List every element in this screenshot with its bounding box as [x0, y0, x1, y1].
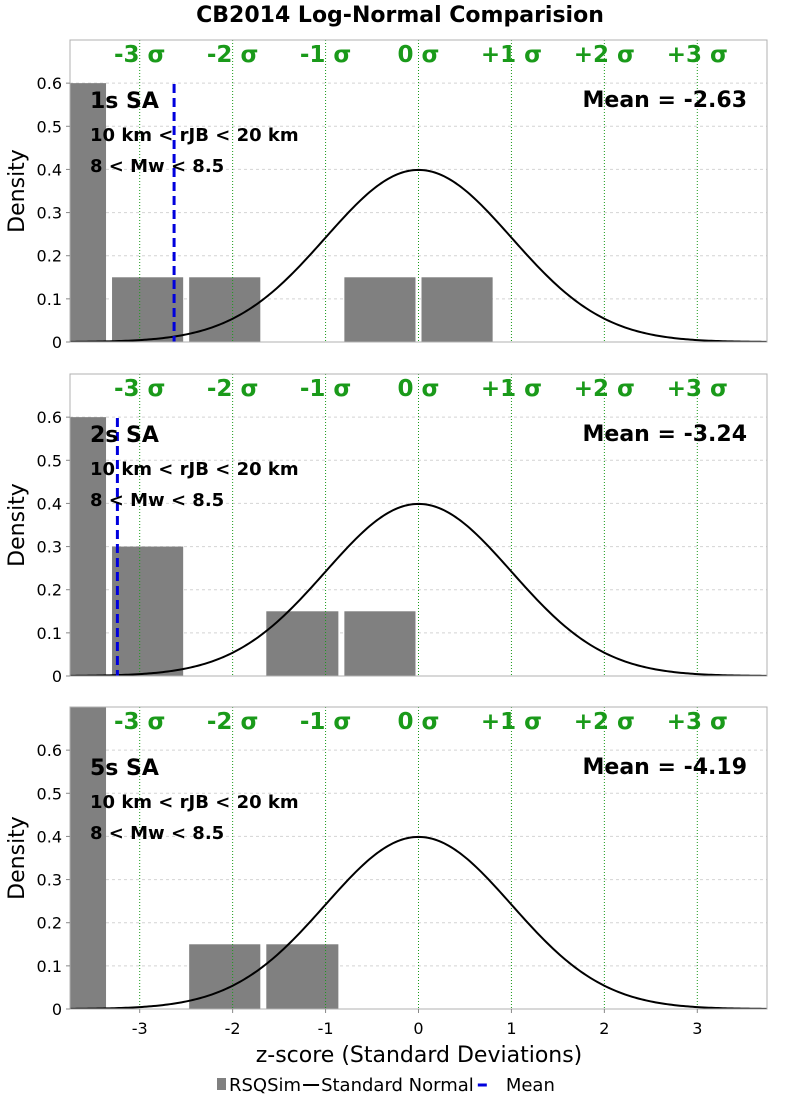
y-tick-label: 0.6: [37, 741, 62, 760]
y-axis-label: Density: [5, 149, 30, 233]
x-tick-label: 3: [692, 1019, 702, 1038]
x-tick-label: -3: [132, 1019, 148, 1038]
y-tick-label: 0.2: [37, 914, 62, 933]
legend-label: Mean: [506, 1075, 555, 1096]
legend-item-standard-normal: Standard Normal: [303, 1075, 474, 1096]
y-tick-label: 0.1: [37, 957, 62, 976]
y-tick-label: 0.3: [37, 871, 62, 890]
sigma-label: +2 σ: [574, 709, 635, 735]
y-tick-label: 0.5: [37, 117, 62, 136]
sigma-label: -2 σ: [207, 42, 258, 68]
legend: RSQSim Standard Normal Mean: [217, 1075, 555, 1096]
y-tick-label: 0.1: [37, 624, 62, 643]
y-tick-label: 0.6: [37, 408, 62, 427]
standard-normal-curve: [70, 502, 767, 676]
sigma-label: +1 σ: [481, 42, 542, 68]
mean-value-label: Mean = -4.19: [583, 755, 747, 780]
sigma-label: +3 σ: [667, 42, 728, 68]
sigma-label: +2 σ: [574, 42, 635, 68]
chart-title: CB2014 Log-Normal Comparision: [196, 3, 604, 28]
x-tick-label: 0: [413, 1019, 423, 1038]
period-label: 1s SA: [90, 89, 159, 114]
y-tick-label: 0.5: [37, 451, 62, 470]
chart-panel-2: 0 0.1 0.2 0.3 0.4 0.5 0.6 Density -3 σ -2 σ -1 σ 0 …: [5, 373, 768, 686]
sigma-label: -1 σ: [300, 42, 351, 68]
mean-value-label: Mean = -3.24: [583, 422, 747, 447]
legend-label: RSQSim: [229, 1075, 301, 1096]
y-tick-label: 0.4: [37, 827, 62, 846]
legend-item-mean: Mean: [477, 1075, 555, 1096]
sigma-label: -3 σ: [114, 709, 165, 735]
histogram-bar: [112, 277, 184, 342]
magnitude-range-label: 8 < Mw < 8.5: [90, 490, 224, 511]
mean-value-label: Mean = -2.63: [583, 88, 747, 113]
x-axis-label: z-score (Standard Deviations): [256, 1043, 583, 1068]
histogram-bar: [112, 546, 184, 676]
y-tick-label: 0: [52, 667, 62, 686]
plot-area: [70, 374, 767, 676]
y-axis-label: Density: [5, 483, 30, 567]
y-tick-label: 0: [52, 333, 62, 352]
y-tick-label: 0.3: [37, 538, 62, 557]
period-label: 5s SA: [90, 756, 159, 781]
standard-normal-curve: [70, 835, 767, 1009]
sigma-label: +2 σ: [574, 376, 635, 402]
chart-panel-1: 0 0.1 0.2 0.3 0.4 0.5 0.6 Density -3 σ -2 σ -1 σ 0 …: [5, 39, 768, 352]
plot-frame: [69, 373, 768, 677]
y-tick-label: 0.2: [37, 247, 62, 266]
sigma-label: 0 σ: [398, 709, 440, 735]
histogram-bar: [70, 83, 107, 342]
period-label: 2s SA: [90, 423, 159, 448]
y-axis-label: Density: [5, 816, 30, 900]
legend-label: Standard Normal: [321, 1075, 474, 1096]
sigma-label: +3 σ: [667, 376, 728, 402]
y-tick-label: 0.4: [37, 160, 62, 179]
distance-range-label: 10 km < rJB < 20 km: [90, 125, 299, 146]
legend-bar-swatch: [217, 1078, 226, 1090]
histogram-bar: [70, 707, 107, 1009]
sigma-label: -3 σ: [114, 42, 165, 68]
sigma-label: +1 σ: [481, 709, 542, 735]
histogram-bar: [344, 611, 416, 676]
sigma-label: +3 σ: [667, 709, 728, 735]
y-tick-label: 0.6: [37, 74, 62, 93]
distance-range-label: 10 km < rJB < 20 km: [90, 792, 299, 813]
y-tick-label: 0: [52, 1000, 62, 1019]
sigma-label: -1 σ: [300, 709, 351, 735]
sigma-label: 0 σ: [398, 42, 440, 68]
histogram-bar: [70, 417, 107, 676]
x-tick-label: 1: [506, 1019, 516, 1038]
magnitude-range-label: 8 < Mw < 8.5: [90, 823, 224, 844]
x-tick-label: -2: [225, 1019, 241, 1038]
y-tick-label: 0.2: [37, 581, 62, 600]
sigma-label: 0 σ: [398, 376, 440, 402]
sigma-label: -2 σ: [207, 376, 258, 402]
y-tick-label: 0.5: [37, 784, 62, 803]
legend-item-rsqsim: RSQSim: [217, 1075, 301, 1096]
sigma-label: -3 σ: [114, 376, 165, 402]
plot-frame: [69, 39, 768, 343]
histogram-bar: [344, 277, 416, 342]
plot-area: [70, 40, 767, 342]
y-tick-label: 0.4: [37, 494, 62, 513]
magnitude-range-label: 8 < Mw < 8.5: [90, 156, 224, 177]
histogram-bar: [421, 277, 493, 342]
sigma-label: -2 σ: [207, 709, 258, 735]
y-tick-label: 0.1: [37, 290, 62, 309]
x-tick-label: -1: [318, 1019, 334, 1038]
sigma-label: +1 σ: [481, 376, 542, 402]
chart-panel-3: 0 0.1 0.2 0.3 0.4 0.5 0.6 Density -3 σ -2 σ -1 σ 0 …: [5, 706, 768, 1038]
standard-normal-curve: [70, 168, 767, 342]
sigma-label: -1 σ: [300, 376, 351, 402]
distance-range-label: 10 km < rJB < 20 km: [90, 459, 299, 480]
plot-area: [70, 707, 767, 1009]
chart-panels: 0 0.1 0.2 0.3 0.4 0.5 0.6 Density -3 σ -2 σ -1 σ 0 …: [5, 39, 768, 1038]
x-tick-label: 2: [599, 1019, 609, 1038]
y-tick-label: 0.3: [37, 204, 62, 223]
